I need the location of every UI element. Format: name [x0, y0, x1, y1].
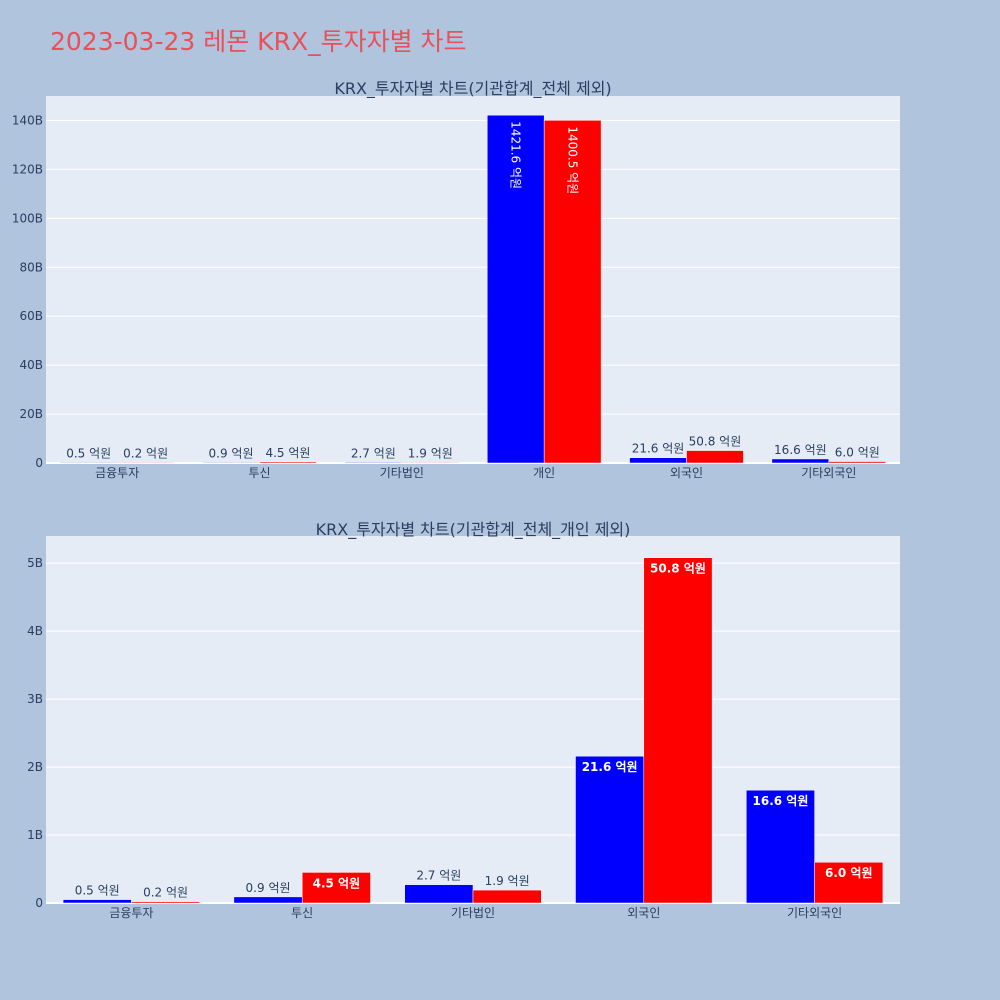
- data-label: 2.7 억원: [416, 869, 461, 883]
- y-tick-label: 3B: [27, 692, 43, 706]
- bar: [116, 462, 175, 464]
- data-label: 1400.5 억원: [566, 126, 580, 194]
- x-tick-label: 투신: [291, 906, 313, 920]
- data-label: 0.9 억원: [246, 881, 291, 895]
- bar: [131, 901, 200, 904]
- bar: [486, 114, 545, 464]
- bar: [629, 457, 687, 464]
- x-tick-label: 개인: [533, 466, 555, 480]
- x-tick-label: 기타외국인: [801, 466, 856, 480]
- data-label: 50.8 억원: [650, 562, 706, 576]
- chart-2: 0 1B 2B 3B 4B 5B KRX_투자자별 차트(기관합계_전체_개인 제외) 0.5…: [27, 520, 900, 920]
- data-label: 1.9 억원: [408, 446, 453, 460]
- data-label: 0.5 억원: [75, 884, 120, 898]
- y-tick-label: 5B: [27, 556, 43, 570]
- bar: [472, 889, 542, 904]
- y-tick-label: 60B: [19, 309, 43, 323]
- bar: [62, 899, 132, 904]
- bar: [771, 458, 830, 464]
- x-tick-label: 기타법인: [451, 906, 495, 920]
- x-tick-label: 투신: [248, 466, 270, 480]
- y-tick-label: 20B: [19, 407, 43, 421]
- y-tick-label: 100B: [12, 211, 43, 225]
- bar: [643, 557, 713, 904]
- data-label: 0.5 억원: [66, 446, 111, 460]
- y-tick-label: 2B: [27, 760, 43, 774]
- y-tick-label: 0: [35, 896, 43, 910]
- bar: [259, 461, 317, 464]
- data-label: 50.8 억원: [689, 435, 742, 449]
- data-label: 16.6 억원: [774, 443, 827, 457]
- x-tick-label: 외국인: [627, 906, 660, 920]
- plot-area: [46, 96, 900, 463]
- chart-title: KRX_투자자별 차트(기관합계_전체 제외): [334, 79, 611, 99]
- y-tick-label: 4B: [27, 624, 43, 638]
- x-tick-label: 기타법인: [380, 466, 424, 480]
- x-tick-label: 외국인: [670, 466, 703, 480]
- page-title: 2023-03-23 레몬 KRX_투자자별 차트: [50, 27, 467, 56]
- bar: [202, 462, 260, 464]
- x-tick-label: 금융투자: [109, 906, 153, 920]
- y-tick-label: 140B: [12, 113, 43, 127]
- y-tick-label: 80B: [19, 260, 43, 274]
- data-label: 16.6 억원: [753, 794, 809, 808]
- bar: [814, 861, 884, 904]
- bar: [401, 462, 460, 464]
- data-label: 6.0 억원: [835, 446, 880, 460]
- bar: [686, 450, 744, 464]
- y-tick-label: 120B: [12, 162, 43, 176]
- x-tick-label: 기타외국인: [787, 906, 842, 920]
- data-label: 21.6 억원: [632, 442, 685, 456]
- data-label: 2.7 억원: [351, 446, 396, 460]
- chart-1: 0 20B 40B 60B 80B 100B 120B 140B KRX_투자자별 차트(기관합…: [12, 79, 900, 480]
- data-label: 21.6 억원: [582, 760, 638, 774]
- data-label: 0.2 억원: [123, 446, 168, 460]
- y-tick-label: 0: [35, 456, 43, 470]
- bar: [404, 884, 474, 904]
- x-tick-label: 금융투자: [95, 466, 139, 480]
- data-label: 1421.6 억원: [509, 121, 523, 189]
- data-label: 1.9 억원: [485, 874, 530, 888]
- bar: [543, 120, 602, 464]
- bar: [344, 462, 403, 464]
- y-tick-label: 1B: [27, 828, 43, 842]
- chart-title: KRX_투자자별 차트(기관합계_전체_개인 제외): [316, 520, 631, 540]
- data-label: 0.2 억원: [143, 886, 188, 900]
- bar: [59, 462, 118, 464]
- data-label: 6.0 억원: [825, 866, 873, 880]
- y-tick-label: 40B: [19, 358, 43, 372]
- bar: [746, 789, 815, 904]
- bar: [301, 872, 371, 904]
- bar: [828, 461, 887, 464]
- data-label: 4.5 억원: [313, 876, 361, 890]
- data-label: 0.9 억원: [209, 446, 254, 460]
- bar: [575, 755, 645, 904]
- bar: [233, 896, 303, 904]
- data-label: 4.5 억원: [265, 446, 310, 460]
